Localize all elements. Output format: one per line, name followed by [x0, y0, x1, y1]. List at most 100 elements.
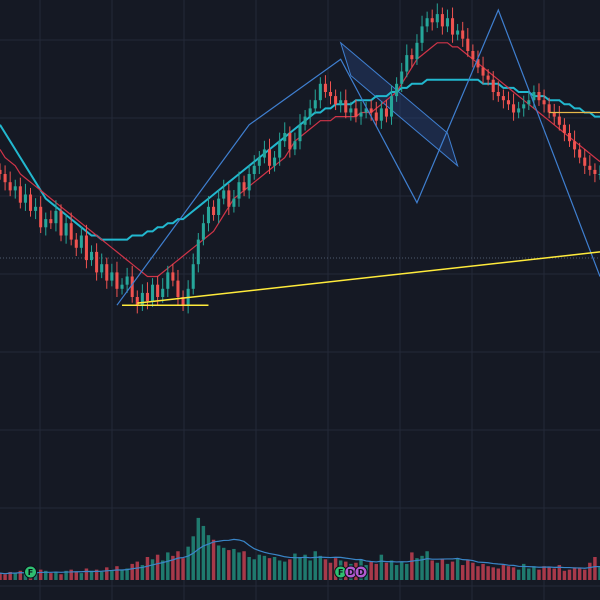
candle[interactable] [201, 214, 205, 246]
candle[interactable] [461, 21, 465, 47]
candle[interactable] [334, 89, 338, 111]
candle[interactable] [364, 101, 368, 119]
candle[interactable] [466, 28, 470, 57]
candle[interactable] [349, 101, 353, 121]
candle[interactable] [23, 183, 27, 211]
candle[interactable] [140, 284, 144, 311]
event-badge[interactable]: D [344, 565, 358, 579]
candle[interactable] [105, 257, 109, 289]
candle[interactable] [435, 3, 439, 29]
candle[interactable] [217, 189, 221, 224]
candle[interactable] [491, 71, 495, 101]
candle[interactable] [206, 196, 210, 232]
candle[interactable] [18, 177, 22, 209]
candle[interactable] [125, 267, 129, 293]
candle[interactable] [501, 89, 505, 109]
candle[interactable] [578, 142, 582, 164]
candle[interactable] [262, 140, 266, 164]
candle[interactable] [79, 226, 83, 254]
candle[interactable] [318, 77, 322, 109]
candle[interactable] [95, 243, 99, 281]
candle[interactable] [471, 44, 475, 68]
candle[interactable] [242, 175, 246, 197]
candle[interactable] [196, 233, 200, 273]
candle[interactable] [161, 278, 165, 303]
candle[interactable] [593, 163, 597, 183]
candle[interactable] [267, 138, 272, 174]
candle[interactable] [74, 233, 78, 256]
candle[interactable] [445, 9, 449, 33]
candle[interactable] [181, 290, 185, 311]
candle[interactable] [552, 103, 556, 125]
candle[interactable] [339, 91, 343, 113]
candle[interactable] [69, 212, 73, 246]
candle[interactable] [283, 122, 287, 147]
candle[interactable] [588, 155, 592, 176]
candle[interactable] [59, 204, 63, 242]
candle[interactable] [583, 148, 587, 174]
candle[interactable] [298, 114, 302, 150]
candle[interactable] [232, 189, 236, 213]
candle[interactable] [415, 34, 419, 65]
candle[interactable] [542, 89, 546, 113]
candle[interactable] [359, 101, 363, 125]
candle[interactable] [405, 44, 409, 78]
candle[interactable] [379, 101, 383, 129]
candle[interactable] [110, 263, 114, 287]
candle[interactable] [212, 200, 216, 221]
candle[interactable] [598, 165, 600, 180]
candle[interactable] [303, 110, 307, 131]
candle[interactable] [54, 200, 58, 232]
candle[interactable] [252, 155, 256, 180]
candle[interactable] [395, 77, 399, 102]
candle[interactable] [400, 62, 404, 92]
candle[interactable] [481, 56, 485, 84]
candle[interactable] [547, 97, 551, 119]
candle[interactable] [323, 75, 327, 98]
candle[interactable] [410, 48, 414, 68]
candle[interactable] [34, 198, 38, 220]
candle[interactable] [0, 163, 2, 180]
candle[interactable] [496, 81, 500, 102]
candle[interactable] [512, 93, 516, 121]
candle[interactable] [328, 81, 333, 105]
candle[interactable] [3, 165, 7, 191]
candle[interactable] [237, 171, 241, 207]
candle[interactable] [115, 261, 119, 297]
candle[interactable] [90, 245, 94, 266]
candle[interactable] [384, 99, 388, 123]
candle[interactable] [227, 183, 231, 215]
candle[interactable] [451, 7, 455, 43]
candle[interactable] [420, 15, 424, 51]
candle[interactable] [191, 253, 195, 295]
event-badge[interactable]: F [24, 565, 38, 579]
candle[interactable] [440, 7, 444, 35]
candle[interactable] [562, 118, 566, 142]
candle[interactable] [13, 179, 17, 199]
candle[interactable] [456, 23, 460, 41]
candle[interactable] [49, 210, 53, 229]
candle[interactable] [476, 50, 480, 74]
candle[interactable] [506, 91, 510, 111]
candle[interactable] [278, 132, 282, 166]
candle[interactable] [84, 224, 88, 269]
candle[interactable] [517, 101, 521, 119]
candle[interactable] [486, 69, 490, 86]
candle[interactable] [425, 11, 429, 33]
candle[interactable] [522, 95, 526, 117]
candle[interactable] [308, 99, 312, 125]
candle[interactable] [567, 124, 572, 147]
candle[interactable] [257, 151, 261, 174]
candle[interactable] [354, 99, 358, 123]
candle[interactable] [313, 89, 317, 115]
candle[interactable] [171, 263, 175, 287]
candle[interactable] [222, 179, 226, 205]
candle[interactable] [537, 83, 541, 106]
candle[interactable] [44, 212, 48, 236]
candle[interactable] [288, 126, 292, 158]
candle[interactable] [247, 165, 251, 199]
candle[interactable] [430, 9, 434, 31]
candle[interactable] [527, 89, 531, 111]
